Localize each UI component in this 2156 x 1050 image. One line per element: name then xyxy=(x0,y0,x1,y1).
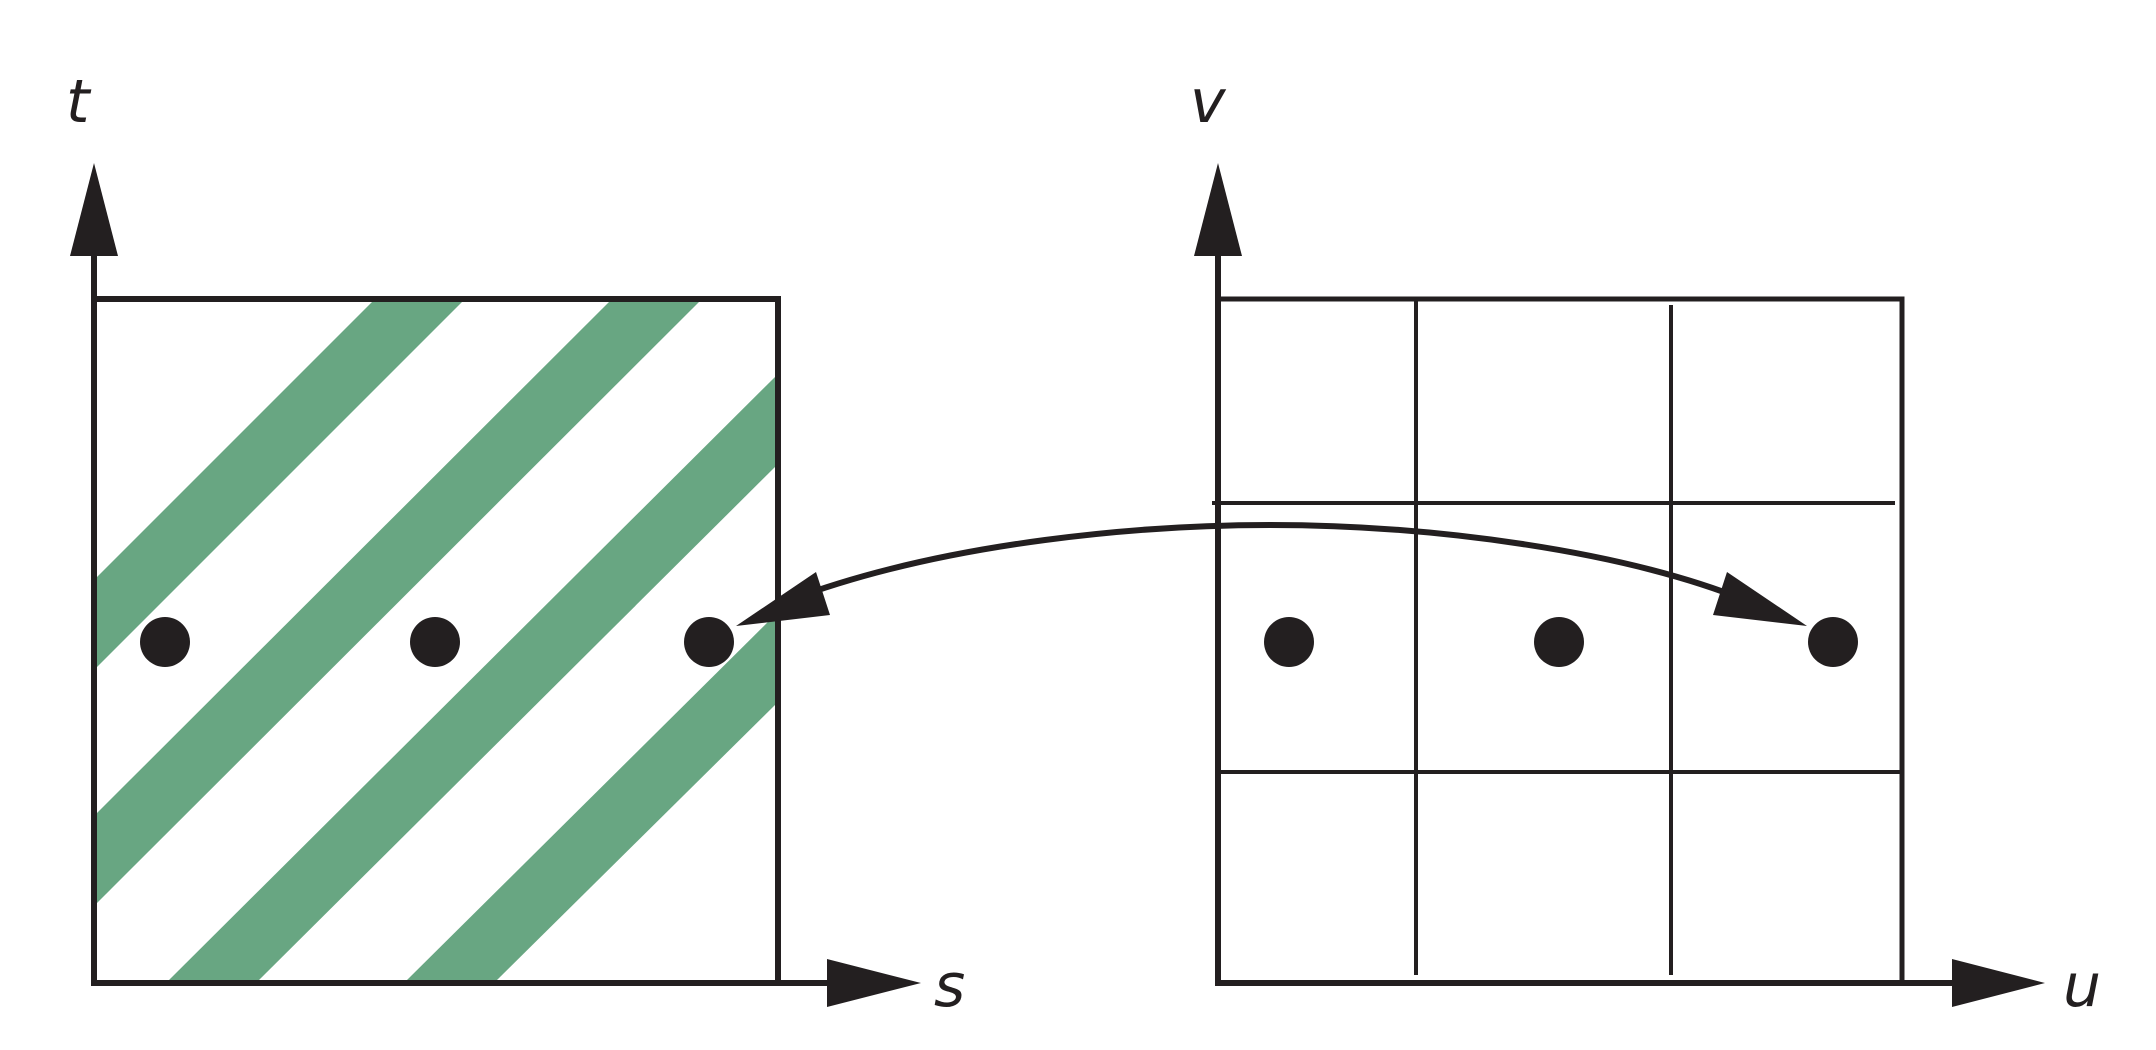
u-axis-arrowhead xyxy=(1952,959,2045,1007)
st-panel: t s xyxy=(66,67,965,1021)
v-axis-label: v xyxy=(1190,67,1227,137)
stripe xyxy=(168,376,776,981)
uv-panel: v u xyxy=(1190,67,2101,1021)
t-axis-arrowhead xyxy=(70,163,118,256)
sample-dot xyxy=(1534,617,1584,667)
stripe xyxy=(96,301,700,904)
u-axis-label: u xyxy=(2063,951,2101,1021)
diagonal-stripes xyxy=(96,301,776,981)
t-axis-label: t xyxy=(66,67,92,137)
right-arrowhead xyxy=(1713,572,1807,626)
mapping-double-arrow xyxy=(736,521,1807,626)
stripe xyxy=(406,614,776,981)
s-axis-arrowhead xyxy=(827,959,921,1007)
mapping-curve xyxy=(788,521,1747,603)
stripe xyxy=(96,301,463,668)
s-axis-label: s xyxy=(934,951,965,1021)
left-arrowhead xyxy=(736,572,830,626)
sample-dot xyxy=(140,617,190,667)
sample-dot xyxy=(1808,617,1858,667)
sample-dot xyxy=(684,617,734,667)
sample-dot xyxy=(1264,617,1314,667)
sample-dot xyxy=(410,617,460,667)
v-axis-arrowhead xyxy=(1194,163,1242,256)
